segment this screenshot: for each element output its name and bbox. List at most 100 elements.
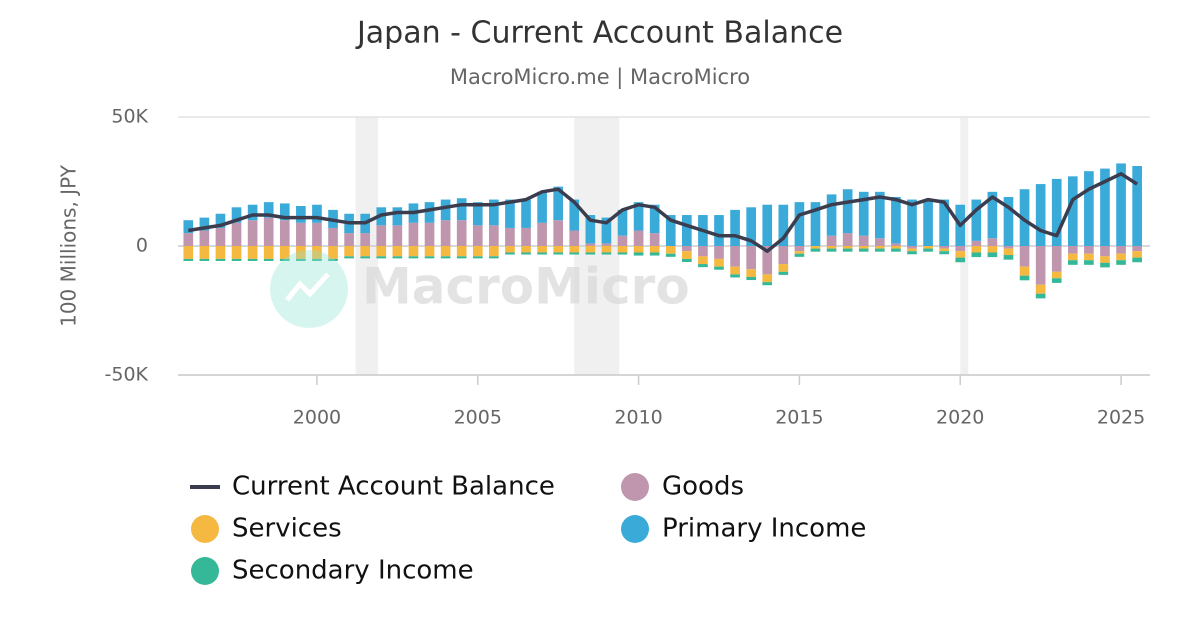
bar: [601, 243, 612, 246]
bar: [826, 194, 837, 236]
bar: [440, 220, 451, 246]
y-tick-label: -50K: [105, 364, 149, 386]
bar: [231, 246, 242, 259]
legend-swatch: [621, 515, 649, 543]
bar: [1019, 246, 1030, 267]
bar: [263, 217, 274, 246]
bar: [746, 207, 756, 246]
bar: [392, 207, 403, 226]
bar: [360, 233, 371, 246]
bar: [778, 204, 789, 246]
bar: [617, 252, 628, 255]
bar: [1116, 246, 1126, 254]
bar: [665, 215, 676, 246]
bar: [521, 227, 531, 246]
bar: [183, 233, 194, 246]
bar: [1019, 189, 1030, 246]
bar: [794, 202, 805, 246]
legend-label: Services: [232, 514, 342, 544]
legend-label: Secondary Income: [232, 556, 474, 586]
bar: [617, 235, 628, 246]
bar: [907, 199, 917, 246]
bar: [585, 215, 596, 244]
bar: [1132, 246, 1142, 252]
bar: [569, 230, 580, 246]
bar: [746, 269, 756, 277]
bar: [601, 246, 612, 253]
legend-label: Current Account Balance: [232, 472, 555, 502]
bar: [682, 251, 692, 259]
bar: [1051, 271, 1062, 279]
bar: [633, 230, 644, 246]
bar: [472, 202, 483, 226]
bar: [601, 217, 612, 244]
bar: [826, 246, 837, 249]
bar: [440, 256, 451, 259]
bar: [698, 264, 708, 268]
bar: [874, 248, 885, 252]
bar: [714, 215, 724, 246]
bar: [263, 246, 274, 259]
bar: [649, 204, 660, 234]
bar: [569, 246, 580, 253]
bar: [1051, 278, 1062, 283]
x-tick-label: 2000: [293, 407, 341, 429]
bar: [762, 282, 773, 286]
bar: [858, 246, 869, 249]
chart-title: Japan - Current Account Balance: [355, 16, 843, 51]
bar: [874, 238, 885, 246]
bar: [601, 252, 612, 255]
bar: [955, 257, 966, 263]
bar: [456, 256, 467, 259]
bar: [746, 246, 756, 270]
bar: [231, 222, 242, 246]
bar: [1100, 246, 1110, 257]
bar: [1132, 251, 1142, 258]
bar: [279, 203, 290, 221]
bar: [665, 253, 676, 257]
chart-subtitle: MacroMicro.me | MacroMicro: [450, 65, 750, 90]
bar: [698, 246, 708, 257]
bar: [585, 243, 596, 246]
x-tick-label: 2015: [775, 407, 823, 429]
bar: [1100, 168, 1110, 246]
bar: [263, 258, 274, 261]
bar: [553, 186, 564, 221]
bar: [296, 246, 306, 259]
bar: [826, 248, 837, 252]
bar: [569, 199, 580, 231]
bar: [537, 252, 547, 255]
bar: [183, 258, 194, 261]
bar: [810, 246, 821, 249]
bar: [521, 252, 531, 255]
bar: [987, 191, 998, 239]
bar: [907, 246, 917, 249]
bar: [1067, 246, 1078, 254]
bar: [1067, 260, 1078, 265]
bar: [762, 274, 773, 283]
bar: [730, 274, 740, 278]
bar: [263, 202, 274, 218]
bar: [778, 246, 789, 265]
bar: [231, 207, 242, 223]
bar: [971, 252, 982, 258]
legend-swatch: [621, 473, 649, 501]
bar: [891, 248, 901, 252]
bar: [505, 252, 515, 255]
bar: [1084, 260, 1094, 265]
bar: [714, 246, 724, 259]
bar: [955, 251, 966, 258]
bar: [649, 246, 660, 253]
bar: [296, 258, 306, 261]
bar: [199, 217, 210, 231]
bar: [987, 246, 998, 253]
bar: [344, 233, 354, 246]
bar: [296, 222, 306, 246]
bar: [392, 256, 403, 259]
bar: [215, 213, 226, 228]
bar: [794, 246, 805, 252]
bar: [489, 225, 499, 246]
bar: [858, 248, 869, 252]
bar: [279, 246, 290, 259]
bar: [714, 258, 724, 267]
